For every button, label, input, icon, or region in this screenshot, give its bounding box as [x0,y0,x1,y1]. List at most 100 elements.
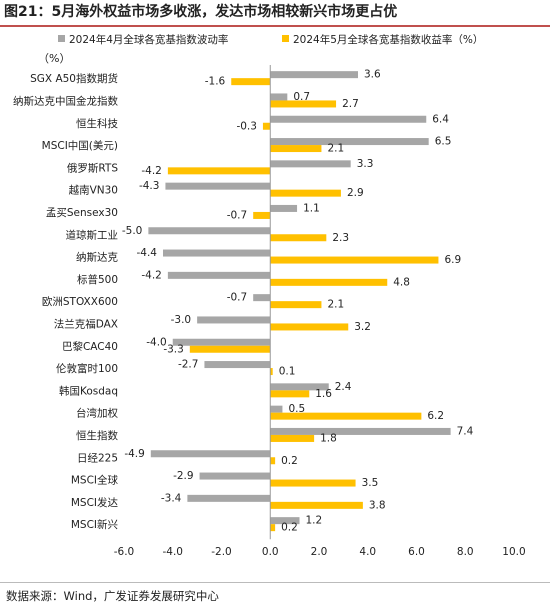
bar-may [270,301,322,309]
bar-april [270,93,288,101]
bar-april [148,227,271,235]
data-label-april: -4.3 [139,180,160,192]
bar-may [270,323,349,331]
category-label: 台湾加权 [76,407,118,420]
bar-may [270,524,276,532]
legend-item-april: 2024年4月全球各宽基指数波动率 [58,32,228,47]
category-label: 标普500 [77,273,118,286]
bar-april [199,472,271,480]
bar-may [189,345,271,353]
title-divider [0,25,550,27]
data-label-april: -0.7 [227,292,248,304]
x-tick-label: -4.0 [163,546,184,558]
data-label-may: -1.6 [205,76,226,88]
bar-may [270,479,356,487]
bar-april [163,249,271,257]
legend-swatch-april [58,35,65,42]
figure-title: 图21：5月海外权益市场多收涨，发达市场相较新兴市场更占优 [4,4,398,20]
legend-item-may: 2024年5月全球各宽基指数收益率（%） [282,32,483,47]
bar-april [253,294,271,302]
data-label-april: 1.2 [306,515,323,527]
x-tick-label: 0.0 [262,546,279,558]
data-label-may: 0.2 [281,455,298,467]
bar-april [270,115,427,123]
x-tick-label: -2.0 [211,546,232,558]
bar-april [172,338,271,346]
data-label-april: -4.9 [124,448,145,460]
category-label: 越南VN30 [69,184,118,197]
legend-label-may: 2024年5月全球各宽基指数收益率（%） [293,34,484,46]
x-tick-label: 4.0 [359,546,376,558]
data-label-may: -0.3 [236,120,257,132]
bar-may [262,122,271,130]
category-label: 纳斯达克中国金龙指数 [13,94,118,107]
data-label-april: -4.0 [146,336,167,348]
data-label-may: 4.8 [393,276,410,288]
data-label-may: 0.1 [279,366,296,378]
data-label-may: 3.8 [369,499,386,511]
data-label-april: -5.0 [122,225,143,237]
data-label-may: 2.9 [347,187,364,199]
data-label-may: 3.5 [362,477,379,489]
data-label-may: 3.2 [354,321,371,333]
data-label-april: -3.4 [161,492,182,504]
category-label: MSCI发达 [71,496,119,509]
unit-label: （%） [38,52,71,65]
bar-april [270,383,329,391]
bar-april [204,361,271,369]
source-note: 数据来源：Wind，广发证券发展研究中心 [6,589,219,603]
data-label-april: 0.5 [288,403,305,415]
bar-april [270,427,451,435]
bar-may [253,211,271,219]
bar-may [270,145,322,153]
data-label-may: 2.7 [342,98,359,110]
bar-may [270,278,388,286]
category-label: 俄罗斯RTS [67,161,118,174]
bar-chart: SGX A50指数期货 3.6 -1.6 纳斯达克中国金龙指数 0.7 2.7 恒生科技 6.… [13,65,526,558]
data-label-april: -3.0 [171,314,192,326]
data-label-may: 6.2 [427,410,444,422]
data-label-may: 2.1 [327,143,344,155]
bar-april [167,271,271,279]
x-tick-label: 2.0 [311,546,328,558]
data-label-april: -2.9 [173,470,194,482]
category-label: 巴黎CAC40 [62,340,118,353]
bottom-divider [0,582,550,583]
data-label-april: 6.4 [432,113,449,125]
category-label: 法兰克福DAX [54,317,118,330]
bar-april [150,450,271,458]
bar-may [167,167,271,175]
bar-april [270,405,283,413]
category-label: 伦敦富时100 [56,362,118,375]
data-label-april: -2.7 [178,359,199,371]
legend-label-april: 2024年4月全球各宽基指数波动率 [69,34,229,46]
data-label-april: -4.2 [141,269,162,281]
data-label-april: 1.1 [303,202,320,214]
bar-may [270,434,315,442]
category-label: 恒生科技 [76,117,118,130]
data-label-may: 1.8 [320,432,337,444]
bar-may [270,457,276,465]
bar-may [270,501,363,509]
bar-april [270,71,358,79]
data-label-may: -3.3 [163,343,184,355]
bar-april [270,517,300,525]
bar-may [231,78,271,86]
data-label-may: 6.9 [444,254,461,266]
data-label-april: 3.6 [364,69,381,81]
x-tick-label: 10.0 [502,546,525,558]
data-label-may: 2.3 [332,232,349,244]
bar-may [270,390,310,398]
category-label: 欧洲STOXX600 [42,296,118,308]
x-tick-label: 8.0 [457,546,474,558]
data-label-may: 0.2 [281,522,298,534]
bar-april [270,204,298,212]
category-label: MSCI中国(美元) [42,139,118,152]
bar-april [165,182,271,190]
category-label: 日经225 [77,451,118,464]
chart-legend: 2024年4月全球各宽基指数波动率 2024年5月全球各宽基指数收益率（%） [0,30,550,50]
x-tick-label: -6.0 [114,546,135,558]
data-label-april: 7.4 [457,425,474,437]
category-label: 恒生指数 [76,429,118,442]
data-label-may: -0.7 [227,209,248,221]
